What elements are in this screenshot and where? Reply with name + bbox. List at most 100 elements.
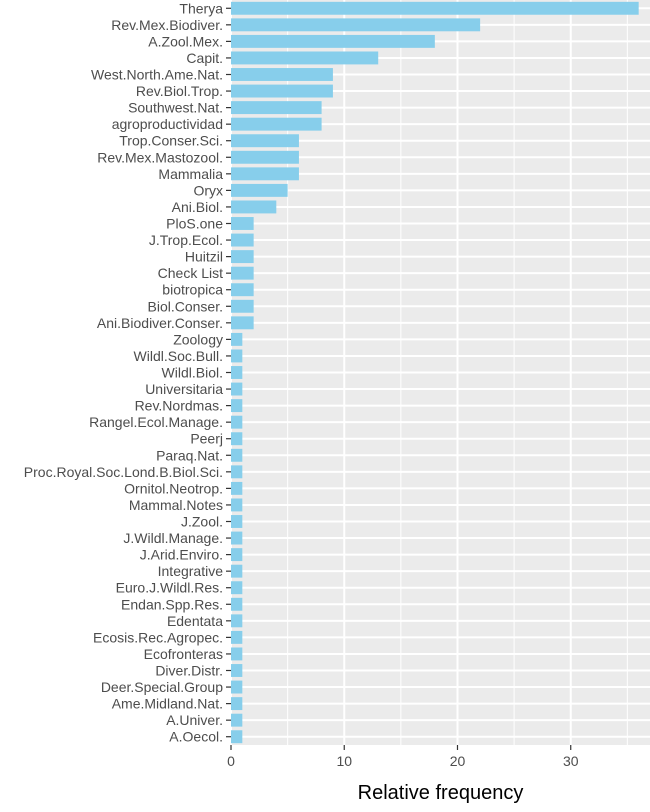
bar (231, 697, 243, 711)
bar (231, 299, 254, 313)
y-tick-label: biotropica (162, 282, 223, 298)
y-tick-label: Rev.Mex.Mastozool. (97, 149, 223, 165)
bar (231, 581, 243, 595)
bar (231, 630, 243, 644)
bar (231, 432, 243, 446)
bar (231, 283, 254, 297)
y-tick-label: Huitzil (185, 249, 223, 265)
bar (231, 349, 243, 363)
bar (231, 34, 435, 48)
y-tick-label: A.Univer. (166, 712, 223, 728)
bar (231, 233, 254, 247)
x-tick-label: 30 (563, 753, 579, 769)
bar (231, 117, 322, 131)
y-tick-label: J.Arid.Enviro. (140, 547, 223, 563)
y-tick-label: Ani.Biol. (172, 199, 223, 215)
y-tick-label: Ani.Biodiver.Conser. (97, 315, 223, 331)
bar (231, 730, 243, 744)
y-tick-label: Integrative (158, 563, 224, 579)
bar (231, 68, 333, 81)
y-tick-label: Proc.Royal.Soc.Lond.B.Biol.Sci. (24, 464, 223, 480)
bar (231, 531, 243, 545)
y-tick-label: Wildl.Biol. (162, 365, 223, 381)
y-tick-label: Universitaria (145, 381, 223, 397)
bar (231, 332, 243, 346)
bar (231, 498, 243, 512)
y-tick-label: Rev.Nordmas. (135, 398, 223, 414)
y-tick-label: Oryx (193, 182, 223, 198)
y-tick-label: Ecosis.Rec.Agropec. (93, 629, 223, 645)
y-tick-label: agroproductividad (112, 116, 223, 132)
bar (231, 167, 299, 181)
bar (231, 1, 639, 15)
bar (231, 134, 299, 148)
bar (231, 515, 243, 528)
bar (231, 84, 333, 98)
y-tick-label: Peerj (190, 431, 223, 447)
bar (231, 415, 243, 429)
bar (231, 664, 243, 677)
y-tick-label: Southwest.Nat. (128, 100, 223, 116)
y-tick-label: Capit. (186, 50, 223, 66)
y-tick-label: Endan.Spp.Res. (121, 596, 223, 612)
bar (231, 465, 243, 479)
y-tick-label: J.Trop.Ecol. (149, 232, 223, 248)
y-tick-label: Edentata (167, 613, 223, 629)
bar (231, 150, 299, 164)
bar (231, 18, 481, 32)
y-tick-label: Wildl.Soc.Bull. (134, 348, 223, 364)
x-tick-label: 20 (450, 753, 466, 769)
y-tick-label: Mammal.Notes (129, 497, 223, 513)
bar (231, 316, 254, 330)
y-tick-label: West.North.Ame.Nat. (91, 67, 223, 83)
bar (231, 399, 243, 413)
bar (231, 51, 379, 65)
bar (231, 713, 243, 727)
y-tick-label: Zoology (173, 331, 223, 347)
bar (231, 548, 243, 562)
bar (231, 382, 243, 396)
bar (231, 481, 243, 495)
x-axis-ticks: 0 10 20 30 (227, 745, 579, 769)
y-tick-label: Mammalia (158, 166, 223, 182)
x-axis-title: Relative frequency (358, 782, 524, 804)
y-tick-label: Check List (158, 265, 223, 281)
y-tick-label: Euro.J.Wildl.Res. (116, 580, 223, 596)
y-tick-label: Diver.Distr. (155, 663, 223, 679)
y-tick-label: Ornitol.Neotrop. (124, 480, 223, 496)
y-tick-label: A.Oecol. (169, 729, 223, 745)
bar (231, 183, 288, 197)
bar (231, 448, 243, 462)
y-tick-label: Ecofronteras (144, 646, 223, 662)
y-tick-label: Biol.Conser. (148, 298, 223, 314)
y-tick-label: J.Wildl.Manage. (123, 530, 223, 546)
bar (231, 680, 243, 694)
y-tick-label: Paraq.Nat. (156, 447, 223, 463)
y-tick-label: J.Zool. (181, 514, 223, 530)
y-tick-label: Therya (179, 0, 223, 16)
bar (231, 101, 322, 115)
y-tick-label: Rev.Mex.Biodiver. (111, 17, 223, 33)
y-tick-label: Ame.Midland.Nat. (112, 696, 223, 712)
bars (231, 1, 639, 744)
y-tick-label: Trop.Conser.Sci. (119, 133, 223, 149)
bar (231, 266, 254, 280)
bar (231, 647, 243, 661)
y-tick-label: Deer.Special.Group (101, 679, 223, 695)
bar (231, 250, 254, 264)
bar (231, 597, 243, 611)
y-tick-label: A.Zool.Mex. (148, 33, 223, 49)
bar (231, 564, 243, 578)
y-axis-labels: TheryaRev.Mex.Biodiver.A.Zool.Mex.Capit.… (24, 0, 231, 745)
bar (231, 366, 243, 379)
y-tick-label: Rev.Biol.Trop. (136, 83, 223, 99)
x-tick-label: 10 (336, 753, 352, 769)
x-tick-label: 0 (227, 753, 235, 769)
y-tick-label: PloS.one (166, 216, 223, 232)
bar (231, 614, 243, 628)
bar (231, 217, 254, 230)
bar (231, 200, 277, 214)
y-tick-label: Rangel.Ecol.Manage. (89, 414, 223, 430)
